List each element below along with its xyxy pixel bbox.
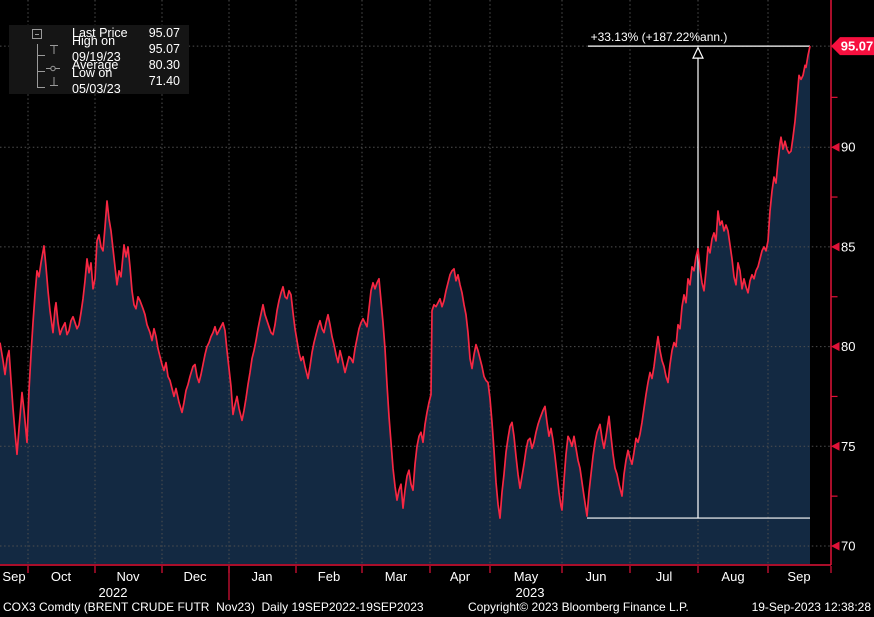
legend-row-low[interactable]: Low on 05/03/23 71.40	[9, 66, 189, 96]
x-axis-month-label: Jul	[656, 569, 673, 584]
x-axis-month-label: Jan	[252, 569, 273, 584]
last-price-swatch-icon	[52, 27, 65, 39]
legend-value: 71.40	[148, 74, 180, 88]
high-marker-icon	[49, 43, 59, 59]
y-axis-label: 90	[841, 140, 855, 155]
legend-panel: Last Price 95.07 High on 09/19/23 95.07 …	[9, 25, 189, 96]
x-axis-month-label: May	[514, 569, 539, 584]
low-marker-icon	[49, 75, 59, 91]
x-axis-year-label: 2023	[516, 585, 545, 600]
price-area-fill	[0, 46, 810, 565]
legend-label: High on 09/19/23	[72, 34, 121, 64]
x-axis-month-label: Feb	[318, 569, 340, 584]
y-tick-arrow-icon	[831, 142, 840, 152]
legend-row-high[interactable]: High on 09/19/23 95.07	[9, 34, 189, 64]
measure-up-arrow-icon	[692, 46, 704, 59]
y-axis-label: 75	[841, 439, 855, 454]
y-axis-label: 70	[841, 539, 855, 554]
x-axis-month-label: Sep	[2, 569, 25, 584]
y-axis-label: 80	[841, 339, 855, 354]
x-axis-month-label: Aug	[721, 569, 744, 584]
y-tick-arrow-icon	[831, 541, 840, 551]
y-tick-arrow-icon	[831, 242, 840, 252]
legend-label: Low on 05/03/23	[72, 66, 121, 96]
x-axis-month-label: Dec	[183, 569, 207, 584]
footer-bar: COX3 Comdty (BRENT CRUDE FUTR Nov23) Dai…	[0, 600, 874, 617]
last-price-label-box	[831, 37, 874, 56]
x-axis-month-label: Nov	[116, 569, 140, 584]
legend-tree-line	[37, 44, 38, 87]
legend-label: Last Price	[72, 26, 128, 40]
x-axis-month-label: Apr	[450, 569, 471, 584]
x-axis-month-label: Sep	[787, 569, 810, 584]
average-marker-icon	[46, 61, 60, 77]
x-axis-month-label: Jun	[586, 569, 607, 584]
legend-tree-stub	[37, 87, 45, 88]
footer-security-label: COX3 Comdty (BRENT CRUDE FUTR Nov23) Dai…	[3, 600, 424, 614]
legend-value: 80.30	[148, 58, 180, 72]
legend-tree-stub	[37, 71, 45, 72]
y-tick-arrow-icon	[831, 342, 840, 352]
legend-row-last-price[interactable]: Last Price 95.07	[9, 25, 189, 41]
legend-row-average[interactable]: Average 80.30	[9, 57, 189, 73]
legend-label: Average	[72, 58, 119, 72]
x-axis-year-label: 2022	[99, 585, 128, 600]
price-line	[0, 45, 811, 519]
y-tick-arrow-icon	[831, 441, 840, 451]
measure-annotation-text: +33.13% (+187.22%ann.)	[591, 30, 728, 44]
x-axis-month-label: Oct	[51, 569, 72, 584]
legend-value: 95.07	[148, 42, 180, 56]
x-axis-month-label: Mar	[385, 569, 408, 584]
collapse-box-icon[interactable]	[32, 29, 42, 39]
legend-tree-stub	[37, 55, 45, 56]
y-axis-label: 85	[841, 239, 855, 254]
footer-timestamp: 19-Sep-2023 12:38:28	[751, 600, 871, 614]
last-price-label: 95.07	[841, 39, 874, 54]
footer-copyright: Copyright© 2023 Bloomberg Finance L.P.	[468, 600, 689, 614]
legend-value: 95.07	[148, 26, 180, 40]
